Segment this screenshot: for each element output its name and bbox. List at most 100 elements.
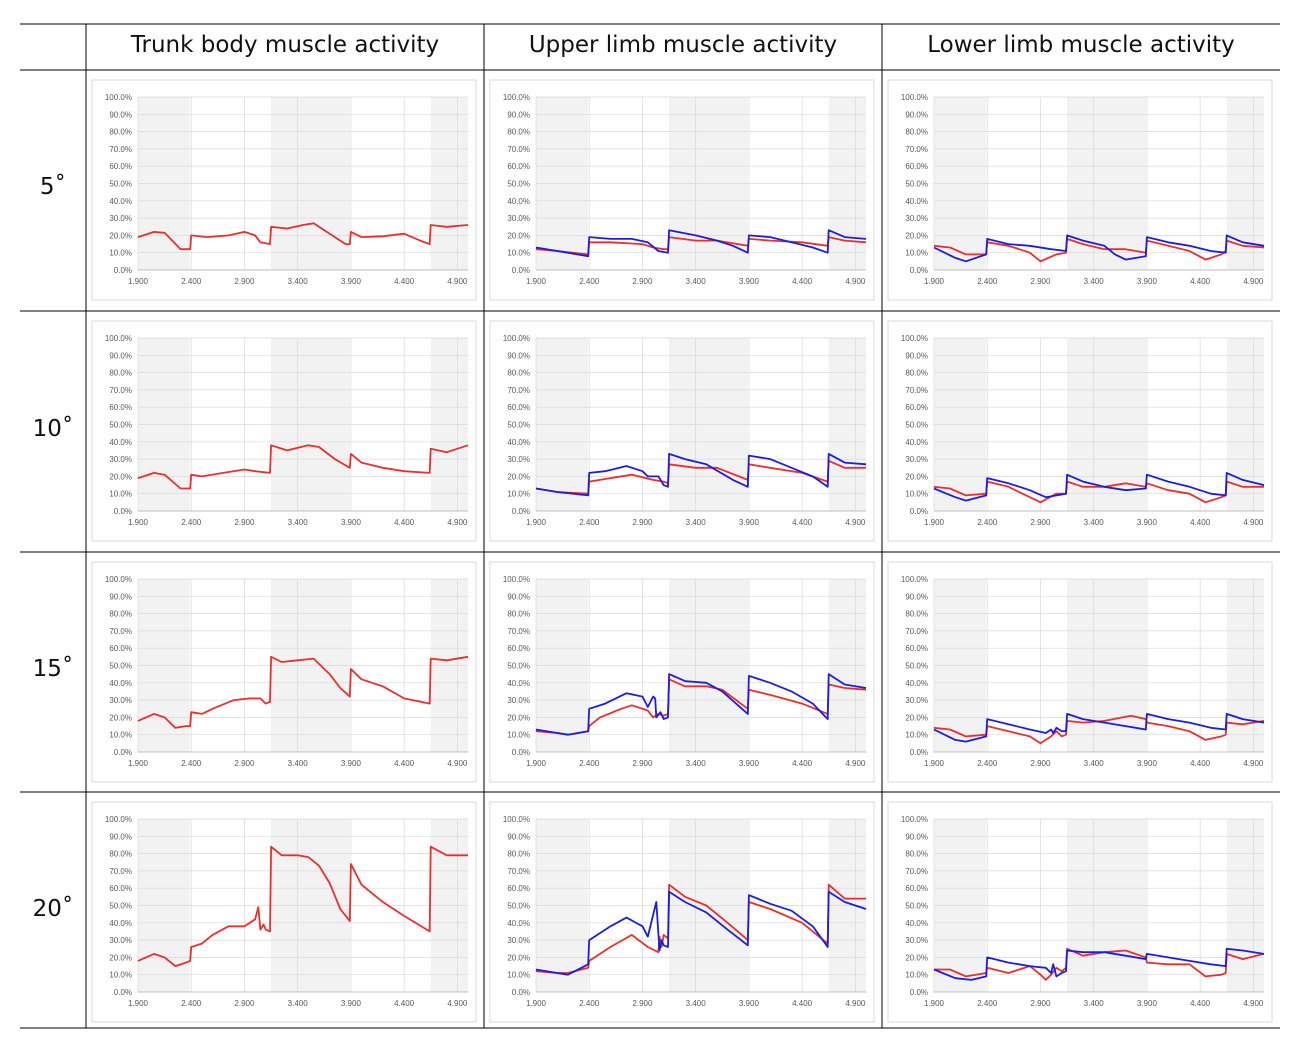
y-tick-label: 100.0% [503, 93, 530, 102]
x-tick-label: 4.900 [845, 518, 866, 527]
x-tick-label: 4.900 [845, 759, 866, 768]
y-tick-label: 60.0% [109, 162, 132, 171]
y-tick-label: 60.0% [109, 403, 132, 412]
x-tick-label: 3.400 [288, 518, 309, 527]
y-tick-label: 50.0% [905, 180, 928, 189]
y-tick-label: 30.0% [905, 696, 928, 705]
x-tick-label: 1.900 [128, 518, 149, 527]
x-tick-label: 3.400 [1084, 277, 1105, 286]
y-tick-label: 90.0% [109, 592, 132, 601]
y-tick-label: 50.0% [109, 421, 132, 430]
y-tick-label: 80.0% [109, 128, 132, 137]
chart-upper-15: 0.0% 10.0% 20.0% 30.0% 40.0% 50.0% 60.0% 70.0% 8… [489, 561, 875, 783]
x-tick-label: 2.400 [181, 518, 202, 527]
y-tick-label: 0.0% [114, 748, 132, 757]
x-tick-label: 4.400 [792, 277, 813, 286]
series-line-blue [535, 453, 867, 497]
y-tick-label: 20.0% [507, 713, 530, 722]
chart-lower-10: 0.0% 10.0% 20.0% 30.0% 40.0% 50.0% 60.0% 70.0% 8… [887, 320, 1273, 542]
y-tick-label: 60.0% [109, 884, 132, 893]
y-tick-label: 80.0% [507, 369, 530, 378]
series-line-red [137, 222, 469, 251]
x-tick-label: 1.900 [526, 518, 547, 527]
y-tick-label: 70.0% [905, 627, 928, 636]
x-tick-label: 4.400 [394, 518, 415, 527]
chart-upper-5: 0.0% 10.0% 20.0% 30.0% 40.0% 50.0% 60.0% 70.0% 8… [489, 79, 875, 301]
y-tick-label: 10.0% [905, 490, 928, 499]
y-tick-label: 20.0% [507, 472, 530, 481]
x-tick-label: 2.900 [234, 759, 255, 768]
y-tick-label: 100.0% [503, 575, 530, 584]
y-tick-label: 40.0% [905, 919, 928, 928]
y-tick-label: 50.0% [507, 902, 530, 911]
y-tick-label: 90.0% [905, 832, 928, 841]
series-line-blue [933, 713, 1265, 743]
x-tick-label: 2.900 [234, 277, 255, 286]
y-tick-label: 30.0% [109, 936, 132, 945]
y-tick-label: 60.0% [507, 403, 530, 412]
y-tick-label: 90.0% [507, 832, 530, 841]
x-tick-label: 3.900 [341, 999, 362, 1008]
x-tick-label: 3.400 [686, 999, 707, 1008]
x-tick-label: 1.900 [924, 999, 945, 1008]
y-tick-label: 0.0% [114, 266, 132, 275]
y-tick-label: 60.0% [507, 884, 530, 893]
x-tick-label: 4.400 [792, 999, 813, 1008]
y-tick-label: 80.0% [507, 850, 530, 859]
y-tick-label: 20.0% [109, 472, 132, 481]
y-tick-label: 30.0% [905, 455, 928, 464]
series-line-red [934, 947, 1265, 981]
x-tick-label: 2.900 [632, 759, 653, 768]
x-tick-label: 1.900 [526, 999, 547, 1008]
y-tick-label: 20.0% [905, 953, 928, 962]
y-tick-label: 70.0% [507, 867, 530, 876]
x-tick-label: 3.900 [1137, 999, 1158, 1008]
row-label-5: 5˚ [39, 174, 67, 200]
x-tick-label: 1.900 [924, 518, 945, 527]
y-tick-label: 90.0% [507, 110, 530, 119]
x-tick-label: 2.400 [579, 277, 600, 286]
y-tick-label: 100.0% [901, 93, 928, 102]
series-line-red [137, 655, 469, 729]
x-tick-label: 3.900 [739, 759, 760, 768]
y-tick-label: 30.0% [507, 455, 530, 464]
x-tick-label: 2.900 [1030, 759, 1051, 768]
y-tick-label: 80.0% [905, 128, 928, 137]
y-tick-label: 20.0% [507, 953, 530, 962]
x-tick-label: 4.900 [1243, 759, 1264, 768]
y-tick-label: 60.0% [507, 162, 530, 171]
y-tick-label: 80.0% [109, 610, 132, 619]
y-tick-label: 40.0% [507, 919, 530, 928]
y-tick-label: 20.0% [905, 472, 928, 481]
y-tick-label: 40.0% [507, 679, 530, 688]
chart-upper-10: 0.0% 10.0% 20.0% 30.0% 40.0% 50.0% 60.0% 70.0% 8… [489, 320, 875, 542]
y-tick-label: 70.0% [905, 386, 928, 395]
x-tick-label: 4.400 [1190, 999, 1211, 1008]
x-tick-label: 1.900 [924, 277, 945, 286]
y-tick-label: 70.0% [109, 386, 132, 395]
x-tick-label: 1.900 [924, 759, 945, 768]
x-tick-label: 4.400 [1190, 759, 1211, 768]
series-line-blue [535, 890, 867, 976]
x-tick-label: 3.900 [1137, 518, 1158, 527]
y-tick-label: 30.0% [109, 214, 132, 223]
chart-trunk-20: 0.0% 10.0% 20.0% 30.0% 40.0% 50.0% 60.0% 70.0% 8… [91, 801, 477, 1023]
x-tick-label: 3.900 [1137, 277, 1158, 286]
y-tick-label: 60.0% [905, 644, 928, 653]
y-tick-label: 50.0% [905, 902, 928, 911]
y-tick-label: 40.0% [507, 197, 530, 206]
x-tick-label: 4.900 [447, 999, 468, 1008]
chart-lower-15: 0.0% 10.0% 20.0% 30.0% 40.0% 50.0% 60.0% 70.0% 8… [887, 561, 1273, 783]
y-tick-label: 40.0% [109, 919, 132, 928]
x-tick-label: 2.900 [632, 518, 653, 527]
series-line-red [535, 459, 866, 495]
y-tick-label: 80.0% [109, 369, 132, 378]
y-tick-label: 30.0% [507, 936, 530, 945]
series-line-blue [933, 472, 1265, 502]
y-tick-label: 20.0% [109, 713, 132, 722]
x-tick-label: 3.900 [739, 518, 760, 527]
chart-trunk-10: 0.0% 10.0% 20.0% 30.0% 40.0% 50.0% 60.0% 70.0% 8… [91, 320, 477, 542]
y-tick-label: 100.0% [105, 575, 132, 584]
x-tick-label: 2.900 [632, 277, 653, 286]
